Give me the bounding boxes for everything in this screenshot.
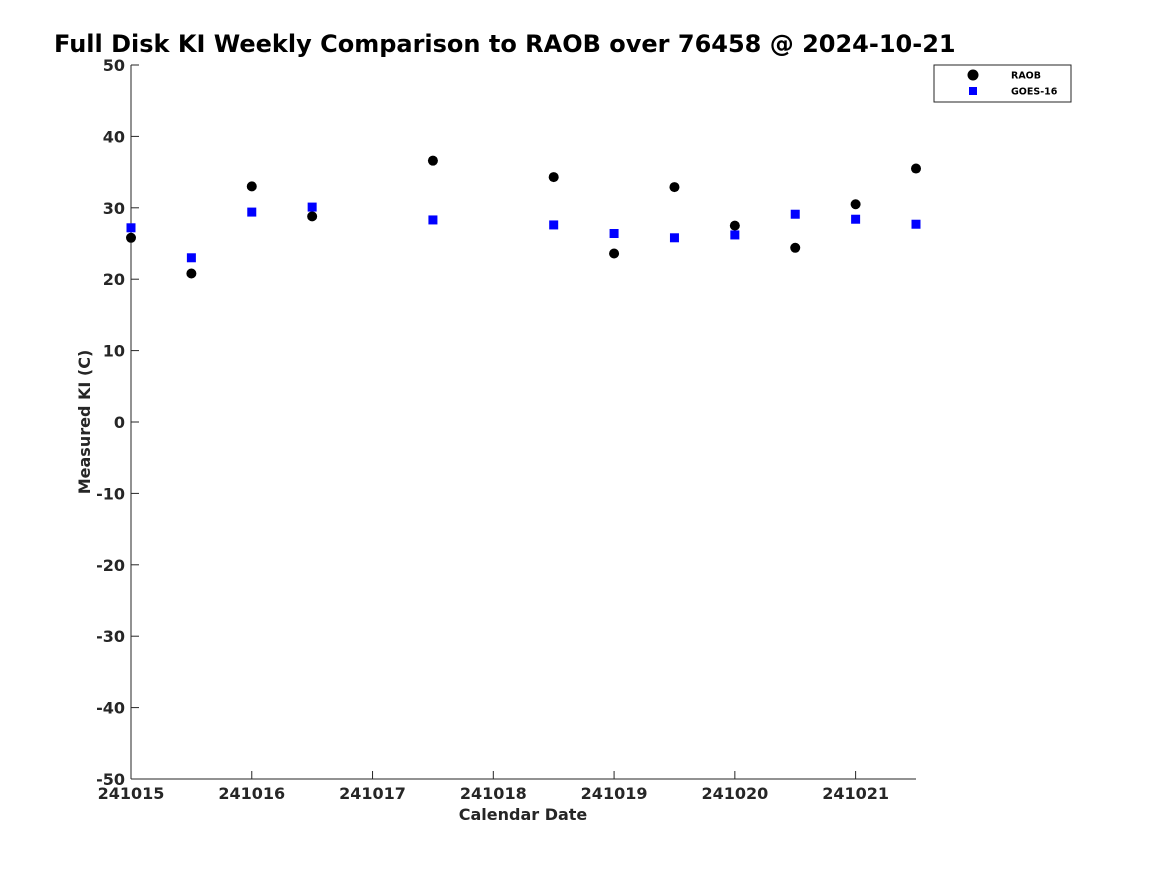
x-tick-label: 241017 bbox=[339, 784, 406, 803]
y-tick-label: -30 bbox=[96, 627, 125, 646]
goes-16-point bbox=[851, 214, 861, 224]
y-tick-label: -40 bbox=[96, 699, 125, 718]
raob-point bbox=[186, 268, 197, 279]
legend-label-raob: RAOB bbox=[1011, 71, 1041, 82]
y-tick-label: 50 bbox=[103, 56, 125, 75]
legend-label-goes-16: GOES-16 bbox=[1011, 87, 1058, 98]
raob-point bbox=[427, 155, 438, 166]
y-axis-label: Measured KI (C) bbox=[75, 350, 94, 495]
goes-16-point bbox=[669, 233, 679, 243]
raob-point bbox=[548, 172, 559, 183]
goes-16-point bbox=[609, 229, 619, 239]
raob-point bbox=[246, 181, 257, 192]
data-marks bbox=[126, 155, 921, 279]
legend: RAOB GOES-16 bbox=[933, 64, 1072, 103]
goes-16-point bbox=[428, 215, 438, 225]
x-tick-label: 241018 bbox=[460, 784, 527, 803]
goes-16-point bbox=[247, 207, 257, 217]
goes-16-point bbox=[730, 230, 740, 240]
goes-16-point bbox=[126, 223, 136, 233]
y-tick-label: 40 bbox=[103, 127, 125, 146]
goes-16-point bbox=[911, 219, 921, 229]
raob-point bbox=[729, 220, 740, 231]
raob-point bbox=[669, 182, 680, 193]
x-tick-label: 241020 bbox=[701, 784, 768, 803]
raob-point bbox=[790, 242, 801, 253]
x-tick-label: 241019 bbox=[581, 784, 648, 803]
legend-marker-raob bbox=[967, 69, 979, 81]
x-tick-label: 241016 bbox=[218, 784, 285, 803]
goes-16-point bbox=[790, 209, 800, 219]
y-tick-label: -50 bbox=[96, 770, 125, 789]
x-tick-label: 241015 bbox=[98, 784, 165, 803]
x-axis-label: Calendar Date bbox=[459, 805, 588, 824]
x-tick-label: 241021 bbox=[822, 784, 889, 803]
raob-point bbox=[126, 232, 136, 243]
y-tick-label: -10 bbox=[96, 484, 125, 503]
goes-16-point bbox=[307, 202, 317, 212]
y-tick-label: 0 bbox=[114, 413, 125, 432]
legend-box bbox=[933, 64, 1072, 103]
raob-point bbox=[609, 248, 620, 259]
chart-title: Full Disk KI Weekly Comparison to RAOB o… bbox=[54, 30, 956, 58]
goes-16-point bbox=[549, 220, 559, 230]
goes-16-point bbox=[186, 253, 196, 263]
legend-marker-goes-16 bbox=[969, 87, 977, 95]
y-tick-label: 20 bbox=[103, 270, 125, 289]
y-tick-label: 30 bbox=[103, 199, 125, 218]
y-tick-label: 10 bbox=[103, 342, 125, 361]
raob-point bbox=[307, 211, 318, 222]
raob-point bbox=[911, 163, 921, 174]
y-tick-label: -20 bbox=[96, 556, 125, 575]
raob-point bbox=[850, 199, 861, 210]
